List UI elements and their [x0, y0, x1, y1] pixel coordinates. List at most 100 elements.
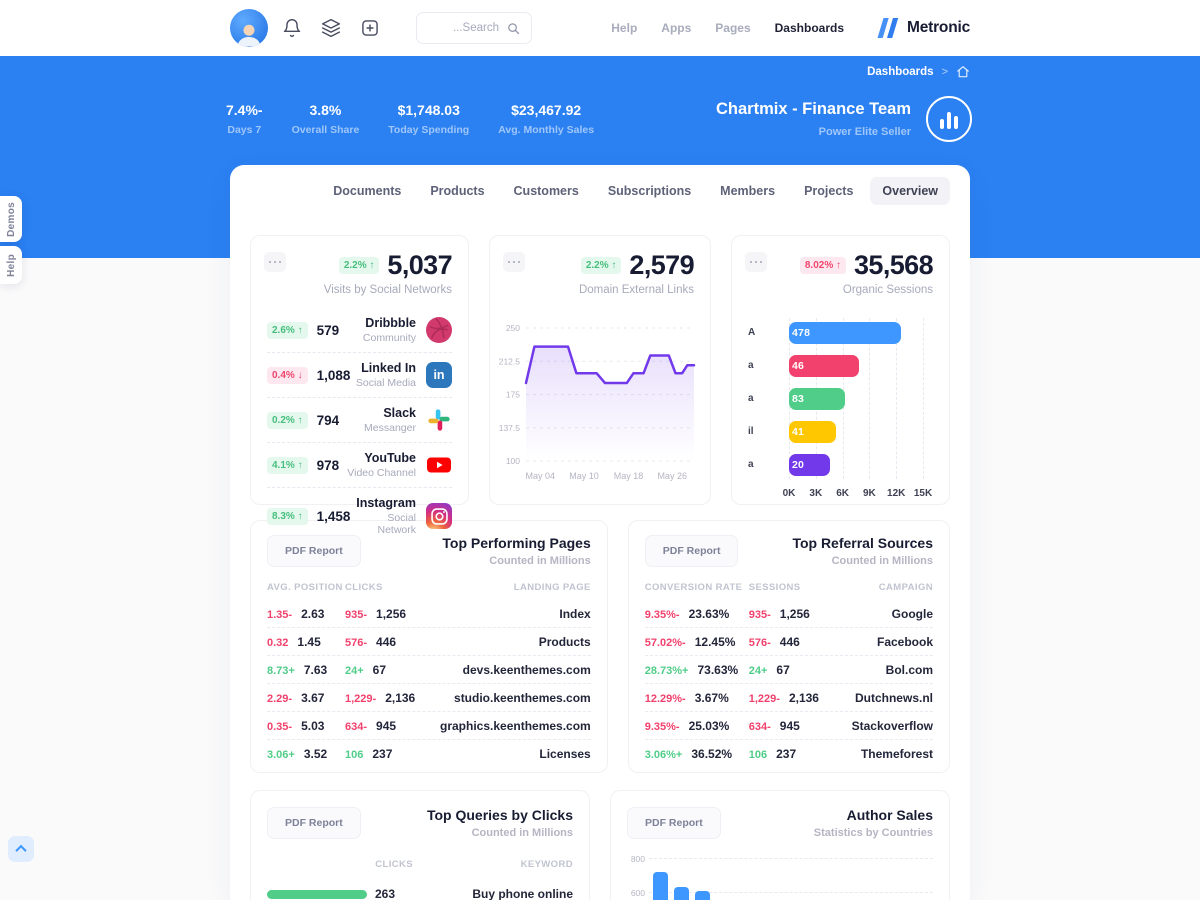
tab-products[interactable]: Products [430, 184, 485, 198]
hero-stat-monthly-sales: $23,467.92 Avg. Monthly Sales [498, 102, 594, 136]
tab-overview[interactable]: Overview [870, 177, 950, 205]
organic-bar: 83 [789, 387, 846, 410]
list-item: 8.3% ↑ 1,458 Instagram Social Network [267, 488, 452, 544]
organic-bar-row: A 478 [748, 316, 933, 349]
svg-text:100: 100 [506, 456, 520, 466]
tab-members[interactable]: Members [720, 184, 776, 198]
breadcrumb-dashboards-link[interactable]: Dashboards [867, 66, 934, 78]
organic-bar-category: A [748, 327, 756, 338]
campaign: Facebook [876, 634, 933, 649]
svg-text:137.5: 137.5 [499, 423, 521, 433]
organic-bar-category: il [748, 426, 754, 437]
page-subtitle: Power Elite Seller [818, 126, 911, 138]
trend-badge: 2.6% ↑ [267, 321, 308, 339]
tab-documents[interactable]: Documents [333, 184, 402, 198]
hero-stat-label: Avg. Monthly Sales [498, 124, 595, 136]
demos-side-tab[interactable]: Demos [0, 196, 22, 242]
organic-bar: 46 [789, 354, 859, 377]
stat-title: Organic Sessions [842, 284, 933, 296]
slack-icon [426, 407, 452, 433]
table-header-row: CONVERSION RATE SESSIONS CAMPAIGN [645, 582, 933, 600]
list-item: 0.4% ↓ 1,088 Linked In Social Media in [267, 353, 452, 398]
hero-stat-label: Days 7 [227, 124, 262, 136]
clicks-value: 263 [375, 887, 396, 900]
search-placeholder: ...Search [452, 22, 499, 34]
trend-badge: 0.2% ↑ [267, 411, 308, 429]
hero-stat-value: $23,467.92 [511, 102, 582, 118]
nav-item-help[interactable]: Help [611, 21, 638, 35]
youtube-icon [426, 452, 452, 478]
pdf-report-button[interactable]: PDF Report [644, 535, 739, 567]
search-input[interactable]: ...Search [416, 12, 532, 44]
card-menu-button[interactable] [264, 252, 286, 272]
svg-text:May 04: May 04 [526, 471, 556, 481]
card-menu-button[interactable] [503, 252, 525, 272]
table-row: 28.73%+ 73.63% 24+ 67 Bol.com [644, 656, 933, 684]
svg-text:212.5: 212.5 [499, 356, 521, 366]
organic-bar-row: a 20 [748, 448, 933, 481]
campaign: Dutchnews.nl [854, 690, 933, 705]
table-row: 0.32 1.45 576- 446 Products [267, 628, 591, 656]
card-menu-button[interactable] [745, 252, 767, 272]
breadcrumb: Dashboards > [867, 65, 970, 79]
tab-subscriptions[interactable]: Subscriptions [607, 184, 692, 198]
organic-axis-label: 12K [887, 488, 906, 499]
brand-logo[interactable]: Metronic [874, 17, 970, 39]
layers-icon [321, 18, 341, 38]
trend-badge: 4.1% ↑ [267, 456, 308, 474]
notifications-button[interactable] [277, 12, 307, 44]
top-performing-pages-card: PDF Report Top Performing Pages Counted … [250, 520, 608, 773]
tab-projects[interactable]: Projects [804, 184, 854, 198]
card-title: Top Performing Pages [442, 535, 591, 551]
organic-axis-label: 9K [862, 488, 876, 499]
nav-item-apps[interactable]: Apps [661, 21, 692, 35]
organic-bar: 20 [789, 453, 831, 476]
network-name: Dribbble [365, 316, 416, 330]
pdf-report-button[interactable]: PDF Report [627, 807, 721, 839]
landing-page: studio.keenthemes.com [454, 690, 591, 705]
table-row: 0.35- 5.03 634- 945 graphics.keenthemes.co… [267, 712, 591, 740]
list-item: 0.2% ↑ 794 Slack Messanger [267, 398, 452, 443]
author-sales-card: PDF Report Author Sales Statistics by Co… [610, 790, 950, 900]
top-referral-sources-card: PDF Report Top Referral Sources Counted … [627, 520, 950, 773]
help-side-tab[interactable]: Help [0, 246, 22, 284]
trend-badge: 2.2% ↑ [338, 257, 380, 274]
add-widget-button[interactable] [355, 12, 385, 44]
home-icon[interactable] [956, 65, 970, 79]
breadcrumb-separator: > [941, 66, 948, 78]
instagram-icon [426, 503, 452, 529]
visit-count: 978 [316, 457, 340, 473]
layers-button[interactable] [316, 12, 346, 44]
card-title: Top Queries by Clicks [426, 807, 573, 823]
campaign: Bol.com [885, 662, 933, 677]
stat-title: Visits by Social Networks [323, 284, 452, 296]
author-sales-bar [674, 886, 689, 900]
trend-badge: 2.2% ↑ [580, 257, 622, 274]
stat-value: 5,037 [387, 250, 452, 280]
card-subtitle: Counted in Millions [489, 555, 591, 567]
organic-axis-label: 0K [782, 488, 796, 499]
table-header-row: AVG. POSITION CLICKS LANDING PAGE [267, 582, 591, 600]
social-networks-list: 2.6% ↑ 579 Dribbble Community [267, 308, 452, 544]
user-avatar[interactable] [230, 9, 268, 47]
main-nav: Help Apps Pages Dashboards [611, 21, 844, 35]
person-icon [237, 24, 261, 47]
dribbble-icon [426, 317, 452, 343]
scroll-to-top-button[interactable] [8, 836, 34, 862]
network-desc: Video Channel [347, 467, 416, 479]
svg-text:May 26: May 26 [657, 471, 687, 481]
pdf-report-button[interactable]: PDF Report [267, 535, 361, 567]
visit-count: 579 [316, 322, 340, 338]
pdf-report-button[interactable]: PDF Report [267, 807, 361, 839]
organic-bar-category: a [748, 393, 754, 404]
landing-page: Licenses [539, 746, 591, 761]
top-queries-card: PDF Report Top Queries by Clicks Counted… [250, 790, 590, 900]
table-row: 2.29- 3.67 1,229- 2,136 studio.keenthemes.… [267, 684, 591, 712]
nav-item-pages[interactable]: Pages [715, 21, 751, 35]
nav-item-dashboards[interactable]: Dashboards [774, 21, 844, 35]
tab-customers[interactable]: Customers [513, 184, 579, 198]
landing-page: Products [538, 634, 591, 649]
bell-icon [283, 19, 301, 37]
table-header-row: CLICKS KEYWORD [267, 859, 573, 870]
metronic-logo-icon [877, 18, 899, 38]
